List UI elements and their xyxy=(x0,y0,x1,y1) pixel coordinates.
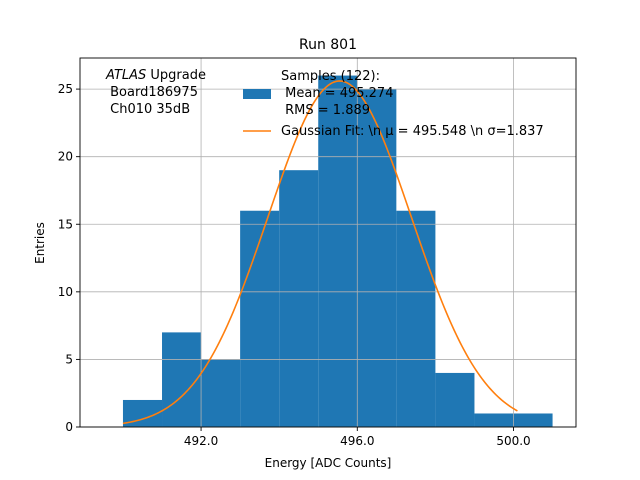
chart-title: Run 801 xyxy=(299,37,357,53)
histogram-bar-3 xyxy=(240,210,280,427)
histogram-bar-2 xyxy=(201,359,241,427)
atlas-annotation: ATLAS Upgrade Board186975 Ch010 35dB xyxy=(105,68,206,117)
x-tick-label-1: 496.0 xyxy=(340,434,374,448)
legend-hist-line-1: Samples (122): xyxy=(281,69,380,84)
annotation-line-1: ATLAS Upgrade xyxy=(105,68,206,83)
histogram-bar-5 xyxy=(318,75,358,428)
gaussian-fit-curve xyxy=(122,80,518,425)
plot-frame xyxy=(79,57,577,428)
annotation-atlas: ATLAS xyxy=(105,68,146,83)
x-axis-label: Energy [ADC Counts] xyxy=(265,456,392,470)
y-tick-label-2: 10 xyxy=(58,285,73,299)
y-tick-label-5: 25 xyxy=(58,82,73,96)
histogram-bar-4 xyxy=(279,170,319,427)
histogram-bar-1 xyxy=(162,332,202,427)
y-tick-label-3: 15 xyxy=(58,217,73,231)
y-axis-ticks: 0 5 10 15 20 25 xyxy=(58,82,80,434)
histogram-bar-6 xyxy=(357,89,397,427)
legend-hist-line-3: RMS = 1.889 xyxy=(281,103,370,118)
annotation-channel: Ch010 35dB xyxy=(106,102,190,117)
histogram-bar-8 xyxy=(435,372,475,427)
histogram-bar-7 xyxy=(396,210,436,427)
legend: Samples (122): Mean = 495.274 RMS = 1.88… xyxy=(243,69,544,139)
histogram-bars xyxy=(122,75,553,428)
legend-hist-line-2: Mean = 495.274 xyxy=(281,86,393,101)
annotation-board: Board186975 xyxy=(106,85,198,100)
y-tick-label-0: 0 xyxy=(65,420,73,434)
x-tick-label-2: 500.0 xyxy=(496,434,530,448)
histogram-bar-10 xyxy=(513,413,553,427)
y-tick-label-1: 5 xyxy=(65,352,73,366)
y-tick-label-4: 20 xyxy=(58,150,73,164)
histogram-bar-9 xyxy=(474,413,514,427)
legend-hist-swatch xyxy=(243,89,271,99)
y-axis-label: Entries xyxy=(33,222,47,264)
annotation-upgrade: Upgrade xyxy=(146,68,206,83)
x-axis-ticks: 492.0 496.0 500.0 xyxy=(184,427,531,448)
x-tick-label-0: 492.0 xyxy=(184,434,218,448)
legend-fit-label: Gaussian Fit: \n μ = 495.548 \n σ=1.837 xyxy=(281,124,544,139)
